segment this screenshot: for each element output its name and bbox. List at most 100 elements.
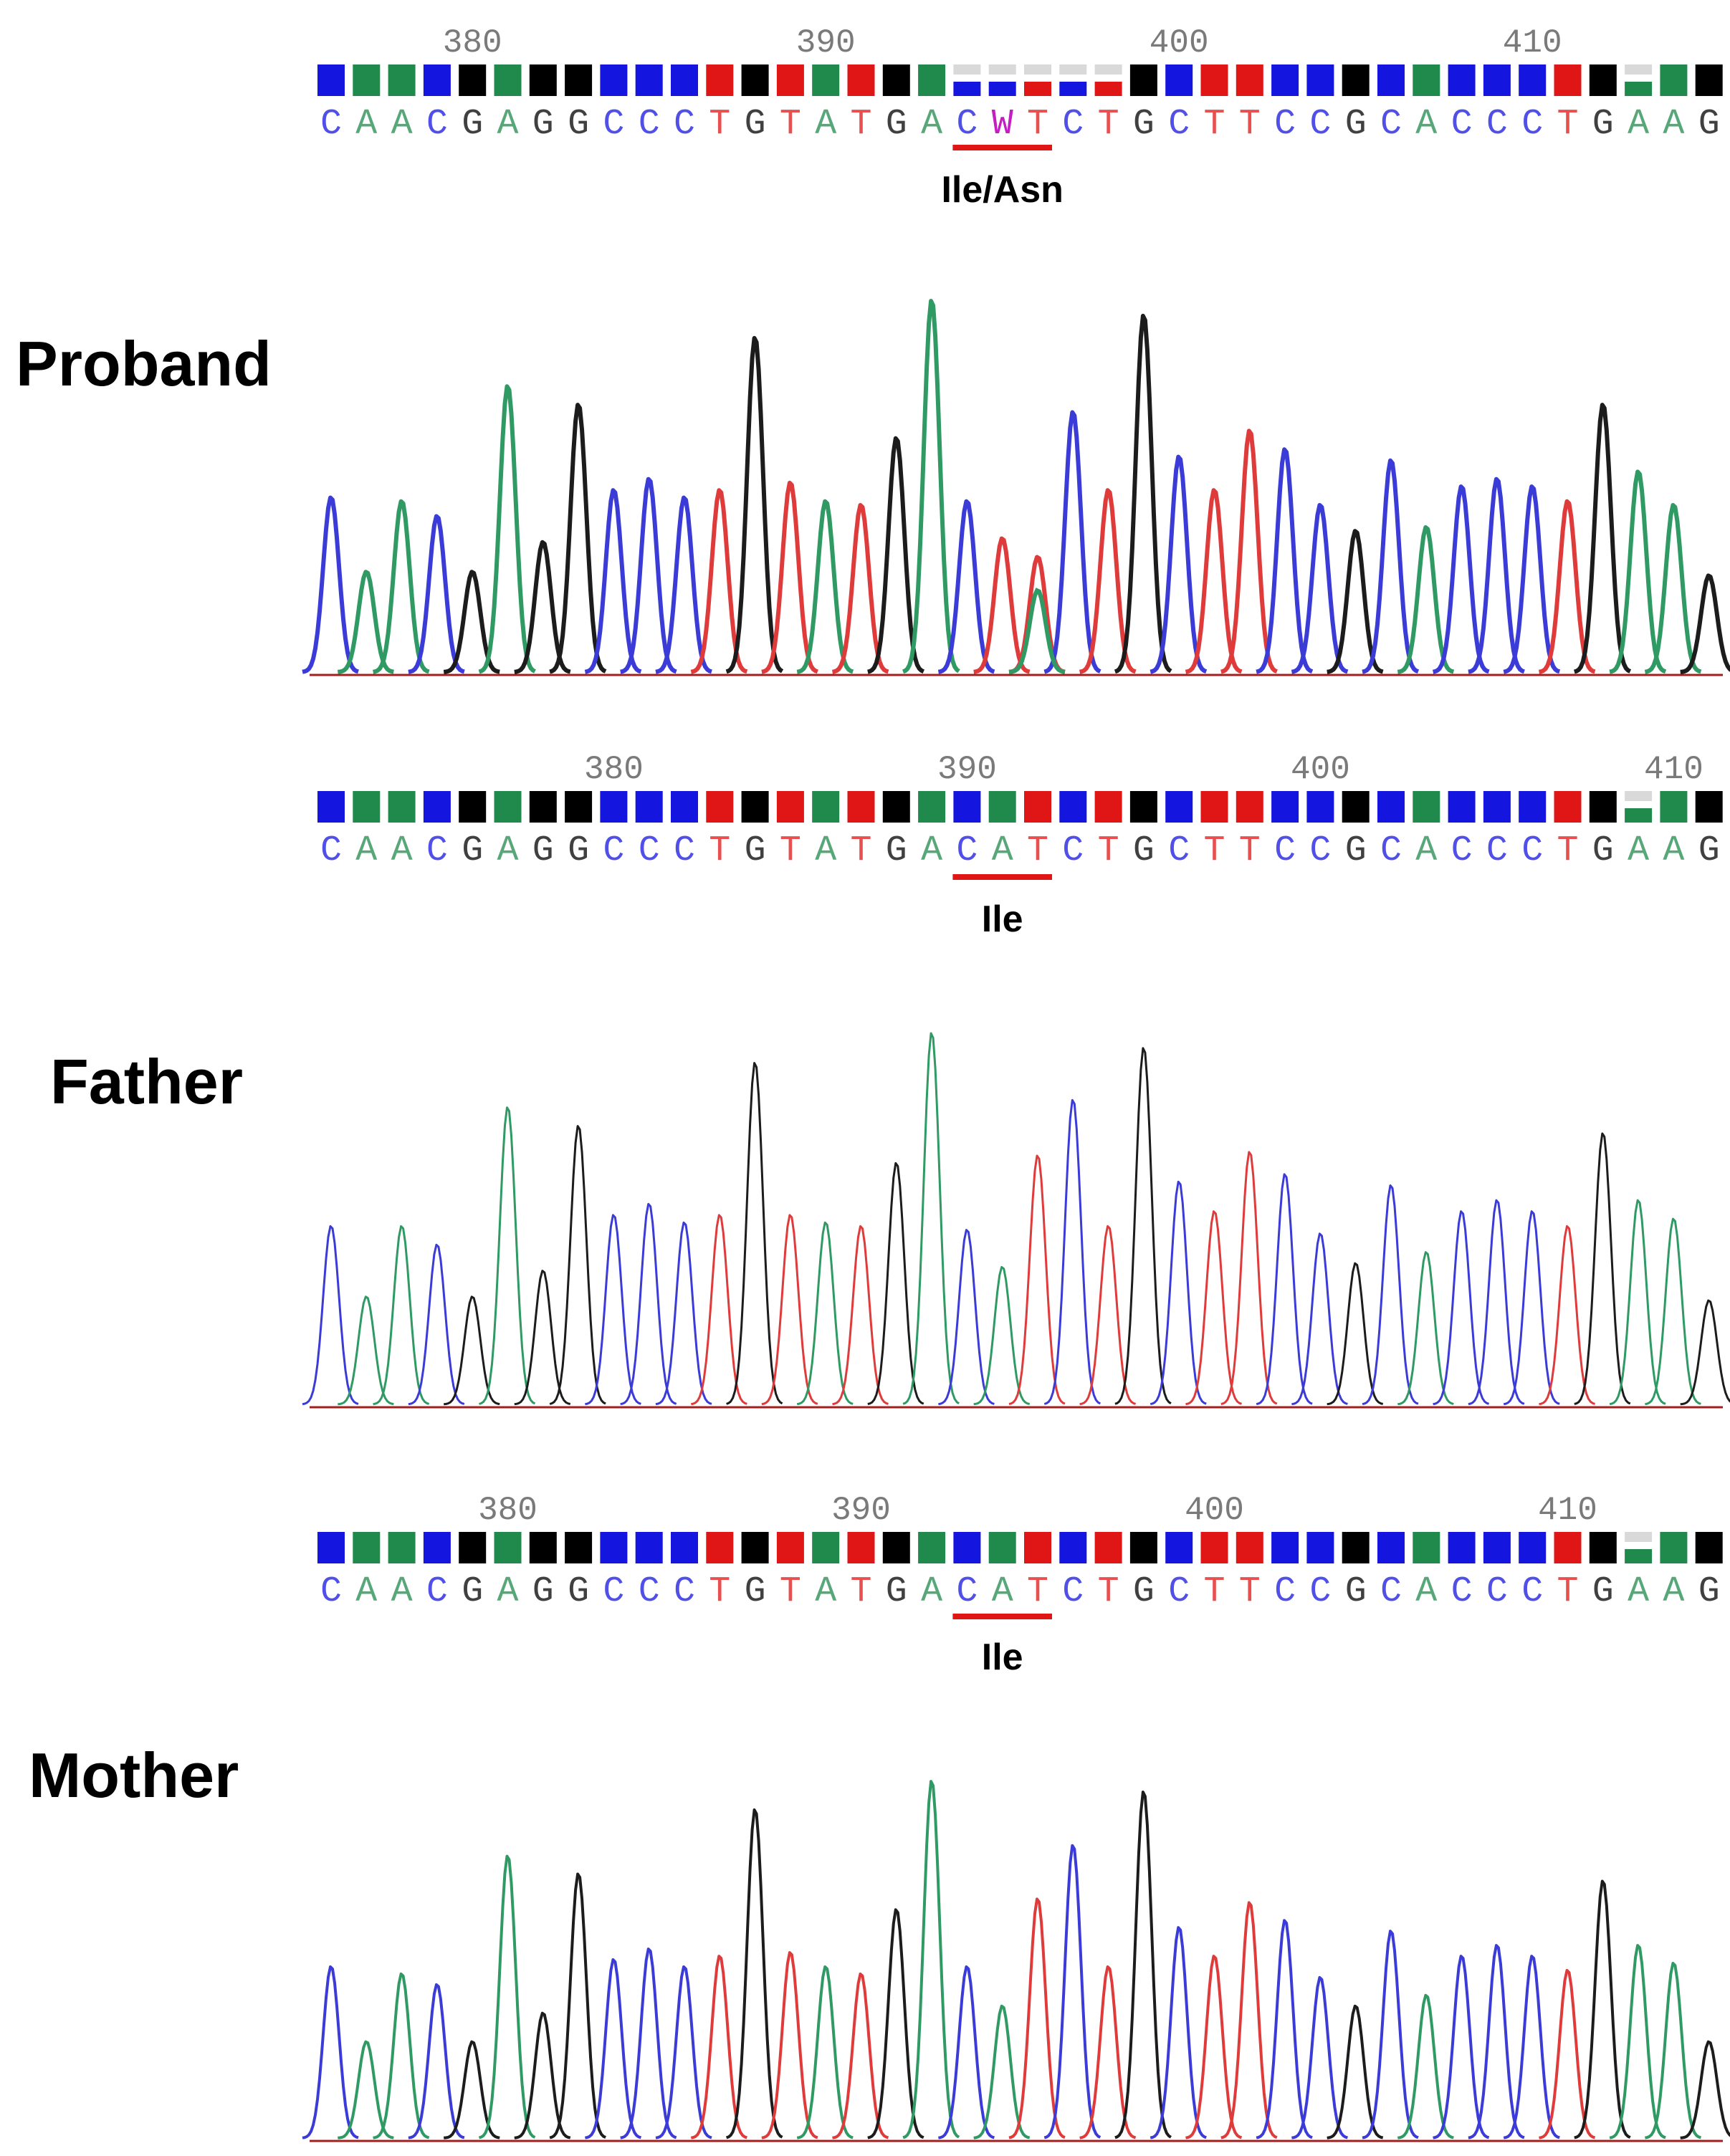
base-box: [1589, 64, 1617, 96]
base-box: [671, 1532, 698, 1563]
base-letter: A: [1628, 830, 1649, 871]
base-letter: T: [850, 104, 871, 145]
tick-label: 380: [584, 751, 644, 788]
base-box: [423, 791, 451, 823]
base-letter: C: [1380, 830, 1402, 871]
base-letter: C: [320, 104, 342, 145]
base-box: [529, 791, 557, 823]
base-letter: A: [815, 104, 836, 145]
base-letter: T: [1098, 1571, 1119, 1612]
trace-peak: [1150, 1180, 1207, 1406]
trace-peak: [514, 540, 571, 674]
base-letter: T: [709, 104, 730, 145]
base-box: [1660, 1532, 1688, 1563]
base-boxes-father: [317, 791, 1723, 823]
base-box: [1129, 1532, 1157, 1563]
base-letter: C: [1521, 104, 1543, 145]
base-box: [353, 64, 381, 96]
base-letter: C: [1486, 104, 1508, 145]
base-letter: C: [1168, 830, 1190, 871]
base-box: [812, 1532, 840, 1563]
base-letter: C: [1380, 104, 1402, 145]
base-letter: C: [426, 104, 448, 145]
trace-peak: [725, 335, 784, 674]
base-letter: G: [1698, 1571, 1720, 1612]
base-letter: G: [745, 1571, 766, 1612]
base-letter: A: [1415, 830, 1437, 871]
tick-label: 380: [478, 1492, 537, 1529]
trace-peak: [1609, 1199, 1666, 1406]
base-letter: G: [462, 104, 483, 145]
base-letter: T: [780, 1571, 801, 1612]
base-box: [953, 1532, 981, 1563]
trace-peak: [1043, 1098, 1101, 1405]
base-letter: C: [674, 830, 695, 871]
base-letter: A: [497, 1571, 518, 1612]
trace-peak: [761, 1214, 818, 1406]
codon-label-proband: Ile/Asn: [941, 169, 1064, 211]
base-box: [988, 791, 1016, 823]
base-letter: C: [956, 830, 978, 871]
base-box: [918, 791, 946, 823]
base-letter: G: [1345, 1571, 1367, 1612]
base-box: [459, 1532, 487, 1563]
base-box: [1024, 1532, 1051, 1563]
base-box: [1625, 82, 1653, 96]
base-box: [882, 1532, 910, 1563]
base-box: [706, 64, 734, 96]
trace-peak: [1362, 1930, 1419, 2140]
trace-proband: [302, 299, 1730, 676]
base-letter: C: [1521, 830, 1543, 871]
base-box: [1059, 1532, 1087, 1563]
base-box: [1519, 64, 1547, 96]
base-box: [1448, 791, 1476, 823]
base-box: [1625, 1549, 1653, 1563]
trace-peak: [443, 570, 500, 674]
codon-label-mother: Ile: [982, 1637, 1023, 1678]
base-letter: G: [1592, 830, 1614, 871]
base-letter: T: [1027, 830, 1048, 871]
base-box: [1165, 1532, 1193, 1563]
quality-bar: [1094, 64, 1122, 75]
secondary-peak: [1008, 588, 1066, 674]
trace-peak: [478, 384, 536, 674]
base-letter: G: [745, 104, 766, 145]
base-box: [388, 64, 416, 96]
base-box: [671, 791, 698, 823]
base-box: [847, 791, 875, 823]
base-letter: C: [1309, 1571, 1331, 1612]
base-box: [459, 791, 487, 823]
base-box: [423, 64, 451, 96]
trace-peak: [1008, 1154, 1066, 1405]
base-letter: C: [956, 104, 978, 145]
base-letter: T: [1098, 830, 1119, 871]
base-box: [494, 1532, 522, 1563]
base-box: [600, 791, 628, 823]
trace-peak: [479, 1106, 536, 1405]
base-box: [317, 64, 345, 96]
base-letter: G: [1133, 830, 1155, 871]
base-letter: A: [355, 830, 377, 871]
base-box: [988, 82, 1016, 96]
base-box: [1413, 1532, 1440, 1563]
quality-bar: [1059, 64, 1087, 75]
trace-peak: [1327, 1262, 1384, 1406]
trace-peak: [902, 1032, 960, 1405]
base-letter: A: [992, 830, 1013, 871]
base-box: [1554, 64, 1582, 96]
base-box: [1200, 64, 1228, 96]
tick-label: 400: [1185, 1492, 1244, 1529]
base-letter: C: [1062, 104, 1084, 145]
base-box: [847, 1532, 875, 1563]
trace-peak: [902, 299, 960, 674]
base-box: [812, 64, 840, 96]
base-letter: A: [921, 830, 942, 871]
base-box: [918, 1532, 946, 1563]
base-box: [671, 64, 698, 96]
base-box: [565, 64, 593, 96]
base-letter: T: [1557, 1571, 1578, 1612]
trace-peak: [514, 1270, 571, 1406]
base-letter: G: [462, 830, 483, 871]
base-letter: C: [1451, 830, 1473, 871]
trace-peak: [1043, 410, 1101, 674]
